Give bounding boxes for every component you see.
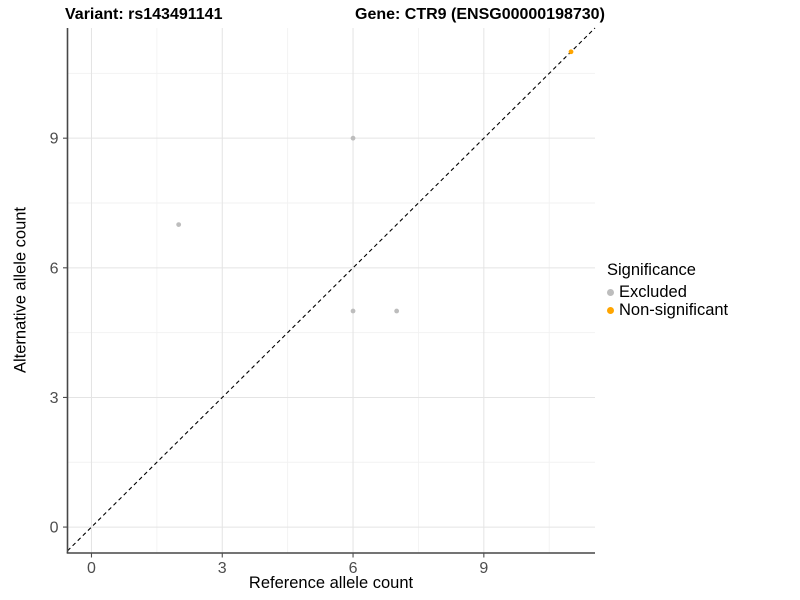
data-point-excluded — [350, 135, 356, 141]
x-tick-label: 3 — [218, 560, 227, 577]
points-layer — [176, 49, 574, 314]
data-point-non-significant — [568, 49, 574, 55]
y-tick-label: 6 — [50, 260, 59, 277]
excluded-dot-icon — [607, 288, 614, 296]
y-tick-label: 3 — [50, 390, 59, 407]
legend: Significance Excluded Non-significant — [607, 261, 728, 319]
legend-item-label: Non-significant — [619, 301, 729, 319]
data-point-excluded — [394, 308, 400, 314]
tick-labels: 0 3 6 9 0 3 6 9 — [50, 131, 489, 577]
gene-title: Gene: CTR9 (ENSG00000198730) — [355, 6, 605, 23]
variant-title: Variant: rs143491141 — [65, 6, 223, 23]
non-significant-dot-icon — [607, 306, 614, 314]
x-axis-title: Reference allele count — [248, 574, 414, 592]
grid-major — [67, 28, 595, 553]
x-tick-label: 9 — [479, 560, 488, 577]
identity-line — [67, 27, 596, 552]
grid-minor — [67, 28, 595, 553]
tick-marks — [63, 137, 485, 558]
data-point-excluded — [176, 222, 182, 228]
legend-title: Significance — [607, 261, 696, 279]
data-point-excluded — [350, 308, 356, 314]
legend-item-label: Excluded — [619, 283, 687, 301]
y-axis-title: Alternative allele count — [11, 206, 30, 374]
x-tick-label: 0 — [87, 560, 96, 577]
legend-item-excluded: Excluded — [607, 283, 728, 301]
legend-item-non-significant: Non-significant — [607, 301, 728, 319]
axis-lines — [66, 28, 595, 554]
y-tick-label: 0 — [50, 520, 59, 537]
y-tick-label: 9 — [50, 131, 59, 148]
x-tick-label: 6 — [349, 560, 358, 577]
